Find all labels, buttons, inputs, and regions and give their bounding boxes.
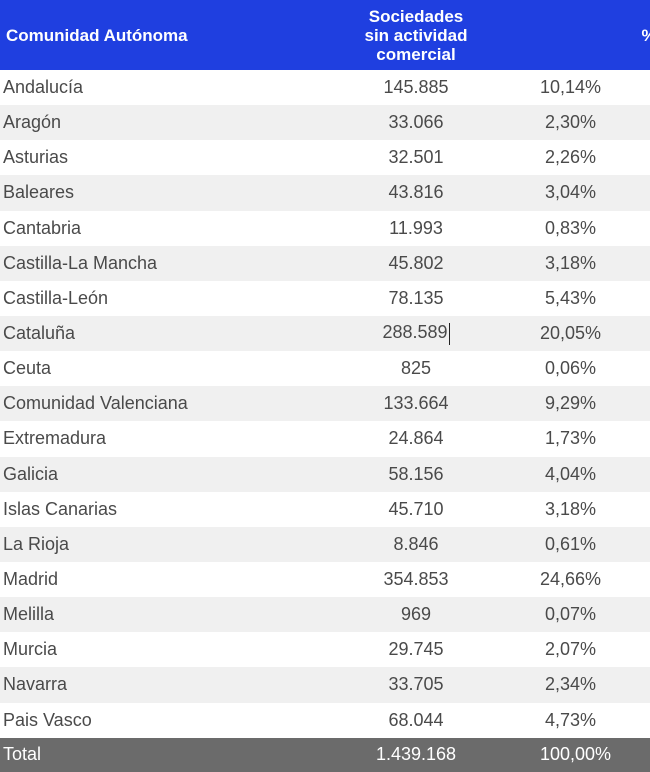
table-row: Extremadura 24.864 1,73%	[0, 421, 650, 457]
table-row: Castilla-León 78.135 5,43%	[0, 280, 650, 316]
table-row: Galicia 58.156 4,04%	[0, 456, 650, 492]
region-cell: Islas Canarias	[0, 491, 244, 527]
table-row: Ceuta 825 0,06%	[0, 351, 650, 387]
percent-cell: 1,73%	[540, 421, 650, 457]
table-row: Comunidad Valenciana 133.664 9,29%	[0, 386, 650, 422]
region-cell: Baleares	[0, 175, 244, 211]
header-companies-line2: sin actividad	[364, 25, 468, 45]
percent-cell: 9,29%	[540, 386, 650, 422]
region-cell: Madrid	[0, 561, 244, 598]
percent-cell: 3,18%	[540, 491, 650, 527]
companies-cell: 45.802	[244, 245, 540, 281]
companies-cell: 969	[244, 597, 540, 633]
region-cell: Asturias	[0, 140, 244, 176]
percent-cell: 3,04%	[540, 175, 650, 211]
region-cell: Melilla	[0, 597, 244, 633]
table-header-row: Comunidad Autónoma Sociedades sin activi…	[0, 0, 650, 70]
percent-cell: 2,34%	[540, 667, 650, 703]
region-cell: Cataluña	[0, 315, 244, 352]
table-row: Murcia 29.745 2,07%	[0, 632, 650, 668]
companies-cell: 32.501	[244, 140, 540, 176]
region-cell: Castilla-León	[0, 280, 244, 316]
percent-cell: 5,43%	[540, 280, 650, 316]
region-cell: Ceuta	[0, 351, 244, 387]
text-cursor	[448, 322, 450, 345]
percent-cell: 0,07%	[540, 597, 650, 633]
header-percent: %	[540, 0, 650, 70]
percent-cell: 2,30%	[540, 105, 650, 141]
companies-cell: 11.993	[244, 210, 540, 246]
companies-cell: 288.589	[244, 315, 540, 352]
companies-cell: 24.864	[244, 421, 540, 457]
region-cell: Extremadura	[0, 421, 244, 457]
table-row: Melilla 969 0,07%	[0, 597, 650, 633]
region-cell: Comunidad Valenciana	[0, 386, 244, 422]
header-companies-line3: comercial	[376, 44, 456, 64]
region-cell: Pais Vasco	[0, 702, 244, 738]
total-companies: 1.439.168	[244, 737, 540, 772]
companies-cell: 68.044	[244, 702, 540, 738]
table-row: Baleares 43.816 3,04%	[0, 175, 650, 211]
header-companies: Sociedades sin actividad comercial	[244, 0, 540, 70]
region-cell: Castilla-La Mancha	[0, 245, 244, 281]
companies-cell: 825	[244, 351, 540, 387]
companies-cell: 78.135	[244, 280, 540, 316]
region-cell: Andalucía	[0, 70, 244, 106]
total-percent: 100,00%	[540, 737, 650, 772]
companies-cell: 33.066	[244, 105, 540, 141]
table-row: Madrid 354.853 24,66%	[0, 561, 650, 598]
percent-cell: 0,83%	[540, 210, 650, 246]
percent-cell: 2,26%	[540, 140, 650, 176]
region-cell: Cantabria	[0, 210, 244, 246]
table-row: Castilla-La Mancha 45.802 3,18%	[0, 245, 650, 281]
companies-cell: 354.853	[244, 561, 540, 598]
companies-cell: 58.156	[244, 456, 540, 492]
companies-cell: 145.885	[244, 70, 540, 106]
table-row: Pais Vasco 68.044 4,73%	[0, 702, 650, 738]
total-row: Total 1.439.168 100,00%	[0, 737, 650, 772]
header-region: Comunidad Autónoma	[0, 0, 244, 70]
companies-cell: 29.745	[244, 632, 540, 668]
percent-cell: 0,61%	[540, 526, 650, 562]
percent-cell: 4,04%	[540, 456, 650, 492]
table-row: Islas Canarias 45.710 3,18%	[0, 491, 650, 527]
table-row: Asturias 32.501 2,26%	[0, 140, 650, 176]
table-row: Cataluña 288.589 20,05%	[0, 315, 650, 352]
percent-cell: 10,14%	[540, 70, 650, 106]
percent-cell: 0,06%	[540, 351, 650, 387]
companies-cell: 133.664	[244, 386, 540, 422]
table-row: Navarra 33.705 2,34%	[0, 667, 650, 703]
header-companies-line1: Sociedades	[368, 6, 464, 26]
region-cell: Navarra	[0, 667, 244, 703]
table-row: Cantabria 11.993 0,83%	[0, 210, 650, 246]
region-cell: Galicia	[0, 456, 244, 492]
percent-cell: 4,73%	[540, 702, 650, 738]
percent-cell: 24,66%	[540, 561, 650, 598]
table-row: La Rioja 8.846 0,61%	[0, 526, 650, 562]
header-percent-label: %	[594, 26, 650, 45]
companies-cell: 33.705	[244, 667, 540, 703]
percent-cell: 2,07%	[540, 632, 650, 668]
region-cell: Murcia	[0, 632, 244, 668]
companies-cell: 8.846	[244, 526, 540, 562]
region-cell: La Rioja	[0, 526, 244, 562]
region-cell: Aragón	[0, 105, 244, 141]
table-row: Aragón 33.066 2,30%	[0, 105, 650, 141]
percent-cell: 20,05%	[540, 315, 650, 352]
table-row: Andalucía 145.885 10,14%	[0, 70, 650, 106]
percent-cell: 3,18%	[540, 245, 650, 281]
total-label: Total	[0, 737, 244, 772]
companies-cell: 43.816	[244, 175, 540, 211]
companies-cell: 45.710	[244, 491, 540, 527]
